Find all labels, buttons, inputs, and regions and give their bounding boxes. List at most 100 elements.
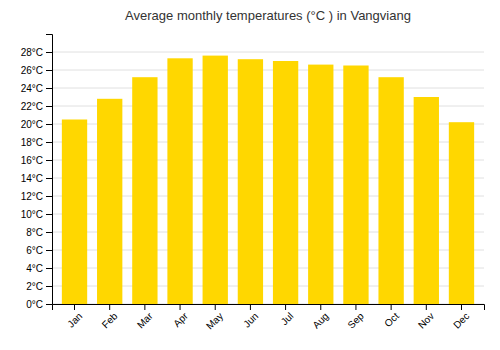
x-tick-mark xyxy=(215,304,216,310)
bar xyxy=(449,122,474,304)
y-tick: 22°C xyxy=(21,101,52,112)
x-tick-mark xyxy=(391,304,392,310)
y-tick-label: 2°C xyxy=(26,281,43,292)
plot: 0°C 2°C 4°C 6°C 8°C 10°C 12°C 14°C 16°C 18°C 20°C 2… xyxy=(21,35,485,332)
x-tick: Jun xyxy=(241,304,260,330)
bar xyxy=(238,59,263,304)
y-tick-label: 28°C xyxy=(21,47,43,58)
x-tick-mark xyxy=(74,304,75,310)
y-tick-label: 6°C xyxy=(26,245,43,256)
x-tick: Dec xyxy=(451,304,471,331)
y-tick-mark xyxy=(46,52,52,53)
title: Average monthly temperatures (°C ) in Va… xyxy=(125,8,411,23)
y-tick: 28°C xyxy=(21,47,52,58)
y-tick-label: 14°C xyxy=(21,173,43,184)
x-tick-mark xyxy=(285,304,286,310)
y-tick-label: 12°C xyxy=(21,191,43,202)
y-tick: 0°C xyxy=(26,299,52,310)
y-tick: 20°C xyxy=(21,119,52,130)
y-tick-label: 20°C xyxy=(21,119,43,130)
y-tick: 16°C xyxy=(21,155,52,166)
x-tick-label: Aug xyxy=(310,310,330,330)
grid xyxy=(52,52,484,304)
y-tick-mark xyxy=(46,232,52,233)
x-tick: Jul xyxy=(279,304,296,327)
bar xyxy=(97,99,122,304)
bar xyxy=(273,61,298,304)
x-tick: Jan xyxy=(65,304,84,330)
x-tick-mark xyxy=(355,304,356,310)
y-tick-mark xyxy=(46,178,52,179)
y-axis: 0°C 2°C 4°C 6°C 8°C 10°C 12°C 14°C 16°C 18°C 20°C 2… xyxy=(21,35,53,310)
x-tick: Aug xyxy=(310,304,330,331)
y-tick-mark xyxy=(46,304,52,305)
x-tick-mark xyxy=(461,304,462,310)
y-axis-line xyxy=(46,35,53,305)
y-tick-mark xyxy=(46,124,52,125)
y-tick: 14°C xyxy=(21,173,52,184)
x-tick-label: Apr xyxy=(171,310,190,329)
bar xyxy=(203,56,228,304)
grid-line xyxy=(52,52,484,53)
x-tick-mark xyxy=(144,304,145,310)
x-tick-label: Jan xyxy=(65,310,84,329)
y-tick-mark xyxy=(46,70,52,71)
x-tick-label: Jun xyxy=(241,310,260,329)
x-tick-mark xyxy=(180,304,181,310)
x-tick-mark xyxy=(109,304,110,310)
x-tick: Nov xyxy=(416,304,436,331)
y-tick: 12°C xyxy=(21,191,52,202)
bar xyxy=(378,77,403,304)
x-tick: Sep xyxy=(345,304,366,331)
y-tick-mark xyxy=(46,214,52,215)
x-axis-line xyxy=(53,305,485,311)
y-tick-mark xyxy=(46,142,52,143)
x-tick-mark xyxy=(250,304,251,310)
x-tick-mark xyxy=(320,304,321,310)
y-tick: 26°C xyxy=(21,65,52,76)
x-tick-mark xyxy=(426,304,427,310)
y-tick-label: 10°C xyxy=(21,209,43,220)
y-tick-label: 26°C xyxy=(21,65,43,76)
bar xyxy=(167,58,192,304)
y-tick: 8°C xyxy=(26,227,52,238)
bars xyxy=(62,56,474,304)
y-tick-mark xyxy=(46,250,52,251)
bar xyxy=(132,77,157,304)
y-tick-mark xyxy=(46,160,52,161)
x-tick-label: Feb xyxy=(100,310,120,330)
x-tick-label: Mar xyxy=(135,310,155,330)
x-tick-label: Sep xyxy=(345,310,366,331)
y-tick-mark xyxy=(46,88,52,89)
y-tick-label: 22°C xyxy=(21,101,43,112)
y-tick-mark xyxy=(46,286,52,287)
grid-line xyxy=(52,70,484,71)
y-tick: 2°C xyxy=(26,281,52,292)
y-tick: 24°C xyxy=(21,83,52,94)
chart: 0°C 2°C 4°C 6°C 8°C 10°C 12°C 14°C 16°C 18°C 20°C 2… xyxy=(0,0,500,350)
y-tick-label: 24°C xyxy=(21,83,43,94)
x-tick: Apr xyxy=(171,304,190,329)
y-tick-label: 0°C xyxy=(26,299,43,310)
x-tick: May xyxy=(204,304,225,332)
x-tick: Feb xyxy=(100,304,120,330)
bar xyxy=(414,97,439,304)
y-tick-mark xyxy=(46,196,52,197)
x-tick-label: Nov xyxy=(416,310,436,330)
y-tick-mark xyxy=(46,268,52,269)
x-tick: Mar xyxy=(135,304,155,330)
bar xyxy=(62,120,87,305)
y-tick: 18°C xyxy=(21,137,52,148)
y-tick-label: 4°C xyxy=(26,263,43,274)
y-tick: 4°C xyxy=(26,263,52,274)
x-tick-label: Oct xyxy=(382,310,401,329)
y-tick: 6°C xyxy=(26,245,52,256)
grid-line xyxy=(52,88,484,89)
y-tick-label: 8°C xyxy=(26,227,43,238)
y-tick-mark xyxy=(46,106,52,107)
x-tick-label: Dec xyxy=(451,310,471,330)
x-axis: Jan Feb Mar Apr May Jun Jul Aug Sep Oct Nov Dec xyxy=(53,304,485,332)
bar xyxy=(343,66,368,305)
bar xyxy=(308,65,333,304)
x-tick-label: Jul xyxy=(279,310,296,327)
